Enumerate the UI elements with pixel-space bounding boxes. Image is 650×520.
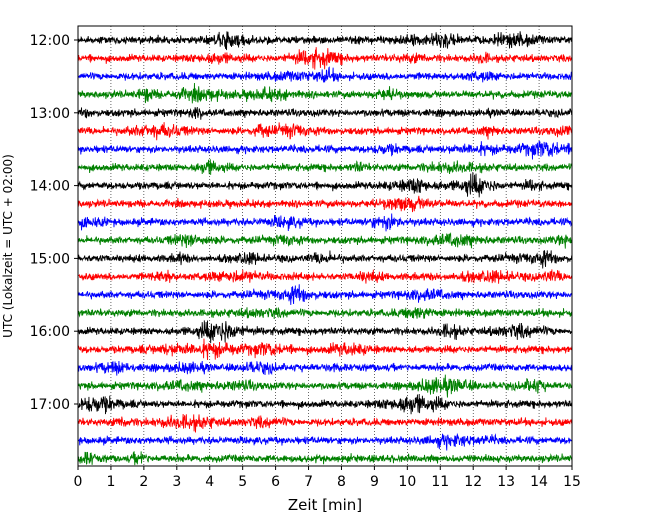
x-tick-label: 6	[271, 474, 280, 490]
trace-1745	[77, 451, 573, 466]
y-axis-label: UTC (Lokalzeit = UTC + 02:00)	[1, 154, 15, 338]
y-tick-label: 12:00	[30, 33, 70, 49]
trace-1515	[77, 269, 573, 284]
trace-1215	[77, 47, 573, 70]
x-tick-label: 2	[139, 474, 148, 490]
x-tick-label: 8	[337, 474, 346, 490]
trace-1630	[77, 361, 573, 376]
x-axis-ticks: 0 1 2 3 4 5 6 7 8 9 10 11 12 13 14 15	[74, 466, 581, 490]
x-tick-label: 12	[464, 474, 482, 490]
x-tick-label: 14	[530, 474, 548, 490]
x-tick-label: 7	[304, 474, 313, 490]
trace-1730	[77, 432, 573, 451]
trace-1345	[77, 159, 573, 175]
trace-1500	[77, 250, 573, 269]
trace-1330	[77, 140, 573, 160]
y-tick-label: 15:00	[30, 251, 70, 267]
trace-1430	[77, 213, 573, 232]
x-tick-label: 13	[497, 474, 515, 490]
trace-1230	[77, 66, 573, 83]
y-tick-label: 17:00	[30, 397, 70, 413]
trace-1530	[77, 284, 573, 305]
trace-1545	[77, 307, 573, 320]
x-tick-label: 10	[398, 474, 416, 490]
trace-1700	[77, 394, 573, 415]
trace-1400	[77, 172, 573, 198]
trace-1715	[77, 414, 573, 433]
y-tick-label: 16:00	[30, 324, 70, 340]
x-tick-label: 1	[106, 474, 115, 490]
x-tick-label: 9	[370, 474, 379, 490]
trace-1645	[77, 374, 573, 398]
x-tick-label: 4	[205, 474, 214, 490]
y-axis-ticks: 12:00 13:00 14:00 15:00 16:00 17:00	[30, 33, 78, 413]
x-tick-label: 3	[172, 474, 181, 490]
vertical-grid	[110, 26, 540, 466]
x-tick-label: 0	[74, 474, 83, 490]
x-tick-label: 5	[238, 474, 247, 490]
y-tick-label: 14:00	[30, 179, 70, 195]
trace-1300	[77, 106, 573, 120]
trace-1615	[77, 338, 573, 360]
x-tick-label: 11	[431, 474, 449, 490]
trace-1600	[77, 320, 573, 344]
trace-1415	[77, 195, 573, 213]
trace-1200	[77, 31, 573, 51]
trace-1445	[77, 232, 573, 249]
x-axis-label: Zeit [min]	[288, 496, 362, 514]
trace-1245	[77, 83, 573, 104]
plot-frame	[77, 25, 573, 467]
y-tick-label: 13:00	[30, 106, 70, 122]
x-tick-label: 15	[563, 474, 581, 490]
trace-group	[77, 31, 573, 466]
trace-1315	[77, 122, 573, 141]
